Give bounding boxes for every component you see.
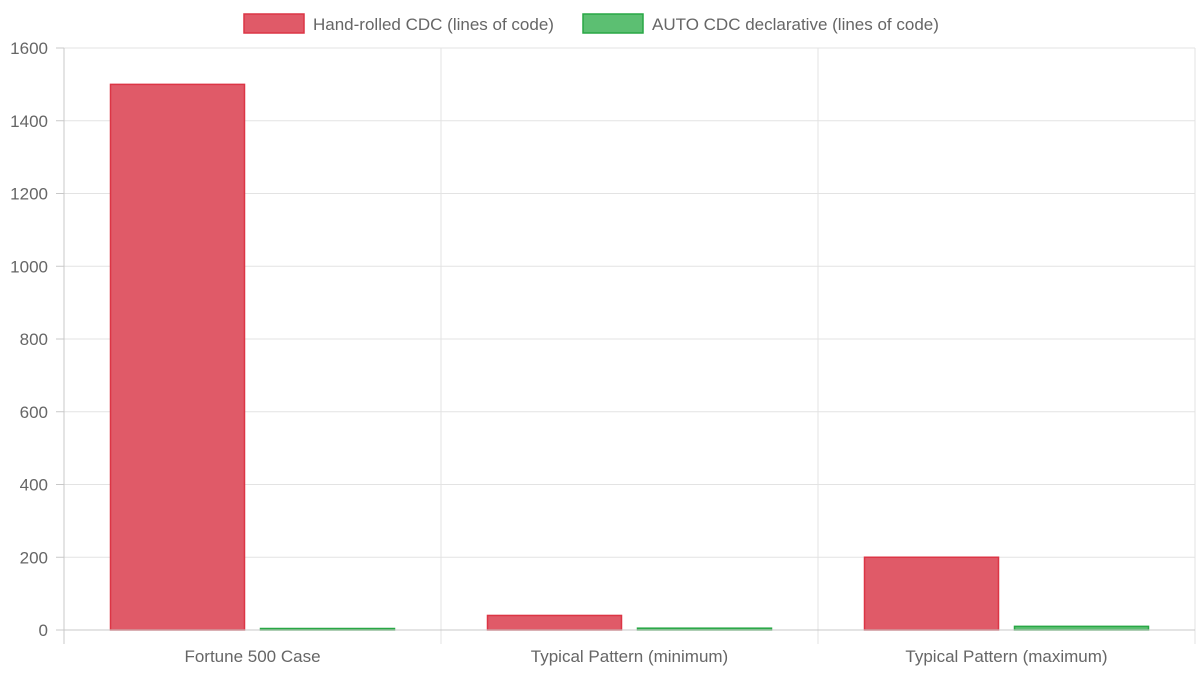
bar-hand-rolled[interactable] <box>863 556 1000 631</box>
y-tick-label: 1400 <box>10 112 48 131</box>
y-tick-label: 1000 <box>10 257 48 276</box>
bar-hand-rolled[interactable] <box>109 83 246 631</box>
bar-auto-cdc[interactable] <box>1013 625 1150 631</box>
x-tick-label: Typical Pattern (maximum) <box>905 647 1107 666</box>
legend-swatch[interactable] <box>243 13 305 34</box>
legend-label[interactable]: Hand-rolled CDC (lines of code) <box>313 15 554 34</box>
legend-label[interactable]: AUTO CDC declarative (lines of code) <box>652 15 939 34</box>
y-tick-label: 1600 <box>10 39 48 58</box>
legend[interactable]: Hand-rolled CDC (lines of code) AUTO CDC … <box>243 13 939 34</box>
axis-layer: 0 200 400 600 800 1000 1200 1400 1600 Fortune 500… <box>10 39 1195 666</box>
x-tick-label: Fortune 500 Case <box>184 647 320 666</box>
y-tick-label: 1200 <box>10 185 48 204</box>
y-tick-label: 400 <box>20 476 48 495</box>
y-tick-label: 800 <box>20 330 48 349</box>
legend-swatch[interactable] <box>582 13 644 34</box>
grid-layer <box>63 47 1196 644</box>
y-tick-label: 200 <box>20 548 48 567</box>
bar-hand-rolled[interactable] <box>486 614 623 631</box>
y-tick-label: 0 <box>39 621 48 640</box>
y-tick-label: 600 <box>20 403 48 422</box>
x-tick-label: Typical Pattern (minimum) <box>531 647 728 666</box>
bars-layer <box>109 83 1150 631</box>
